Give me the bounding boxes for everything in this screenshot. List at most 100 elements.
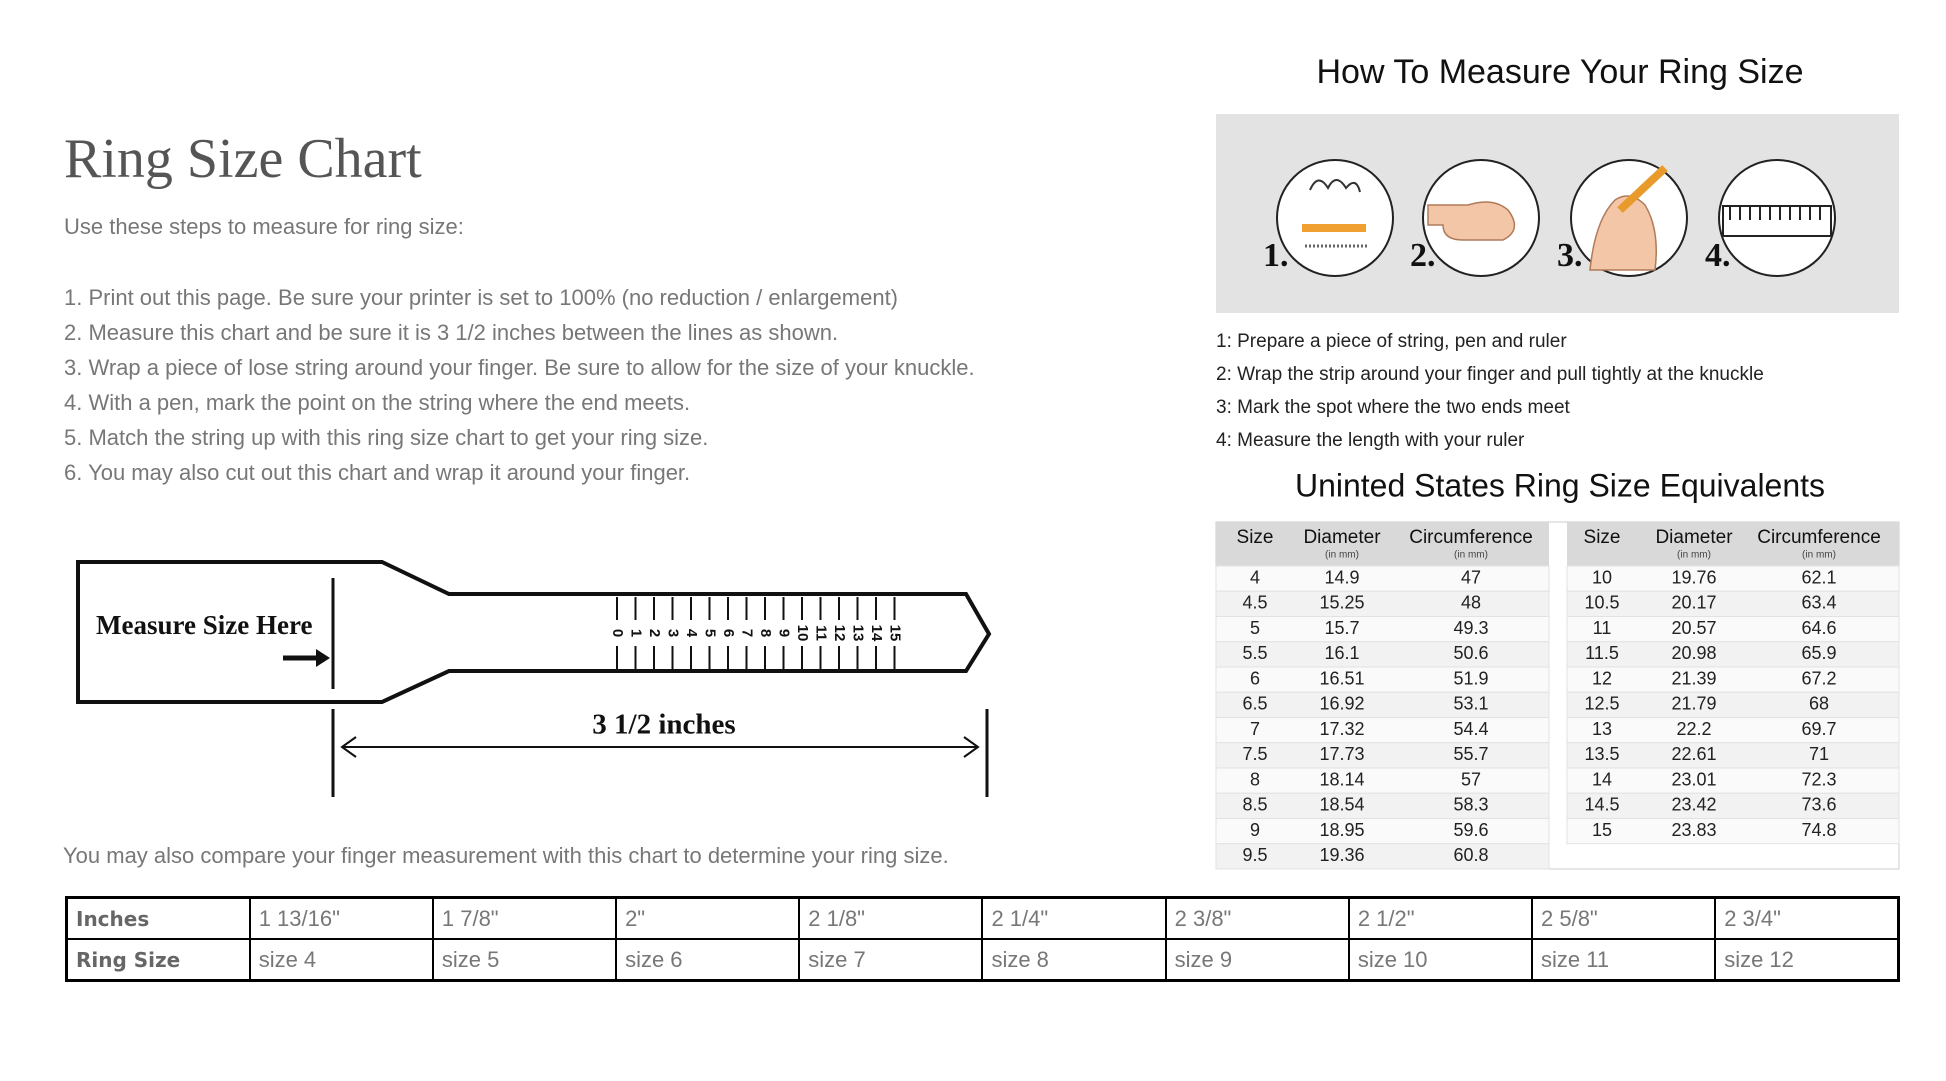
cell: 17.32 [1319,719,1364,739]
step-number: 4. [1705,237,1731,274]
row-header: Ring Size [65,938,251,982]
step: 3. Wrap a piece of lose string around yo… [64,355,975,380]
cell: 14 [1592,769,1612,789]
row-bg [1215,691,1550,718]
cell: size 11 [1530,938,1717,982]
row-bg [1215,666,1550,693]
cell: 49.3 [1453,618,1488,638]
cell: 14.5 [1584,795,1619,815]
cell: 2 3/8" [1164,896,1350,940]
cell: 72.3 [1801,769,1836,789]
equivalents-table: Size Diameter (in mm) Circumference (in mm) 4… [1215,521,1900,870]
scale-number: 4 [683,629,700,638]
header-unit: (in mm) [1454,550,1488,561]
cell: 16.1 [1324,643,1359,663]
illustration: 1. 2. 3. 4. [1216,114,1899,313]
scale-number: 8 [757,629,774,637]
row-bg [1566,666,1900,693]
scale-number: 1 [628,629,645,637]
cell: 15 [1592,820,1612,840]
row-bg [1215,818,1550,845]
header-unit: (in mm) [1802,550,1836,561]
header-unit: (in mm) [1677,550,1711,561]
cell: 5 [1250,618,1260,638]
cell: size 6 [615,938,801,982]
header: Diameter [1655,527,1733,548]
ruler: Measure Size Here 0 1 2 3 4 5 6 7 8 9 10 11 12 13 14 15… [76,560,992,797]
cell: 58.3 [1453,795,1488,815]
cell: 64.6 [1801,618,1836,638]
cell: size 5 [431,938,618,982]
note: You may also compare your finger measure… [63,843,949,868]
cell: size 12 [1714,938,1900,982]
cell: 18.95 [1319,820,1364,840]
step-number: 1. [1263,237,1289,274]
row-bg [1566,742,1900,769]
cell: 22.2 [1676,719,1711,739]
cell: 2 5/8" [1530,896,1717,940]
step-numbers: 1. 2. 3. 4. [1263,237,1731,274]
row-bg [1215,565,1550,592]
cell: 9 [1250,820,1260,840]
row-bg [1215,742,1550,769]
cell: 48 [1461,593,1481,613]
cell: 74.8 [1801,820,1836,840]
cell: 67.2 [1801,668,1836,688]
cell: 9.5 [1242,845,1267,865]
step: 2. Measure this chart and be sure it is … [64,320,838,345]
cell: size 10 [1347,938,1534,982]
cell: 7 [1250,719,1260,739]
header: Circumference [1409,527,1533,548]
cell: 11 [1593,618,1612,638]
cell: 11.5 [1585,643,1619,663]
cell: size 7 [798,938,984,982]
cell: 2 1/2" [1347,896,1534,940]
cell: 68 [1809,694,1829,714]
table-row: Inches 1 13/16" 1 7/8" 2" 2 1/8" 2 1/4" 2 3/8"… [65,896,1900,940]
finger-icon [1427,201,1516,241]
row-bg [1566,691,1900,718]
ruler-ticks-icon [1729,206,1821,220]
cell: 59.6 [1453,820,1488,840]
row-bg [1566,717,1900,744]
step: 4: Measure the length with your ruler [1216,430,1525,451]
cell: 8.5 [1242,795,1267,815]
scale-number: 5 [702,629,719,637]
scale-number: 15 [887,625,904,642]
scale-number: 0 [609,629,626,637]
cell: 10 [1592,567,1612,587]
row-bg [1215,843,1550,870]
cell: 2 1/8" [798,896,984,940]
cell: 4 [1250,567,1260,587]
step-number: 2. [1410,237,1436,274]
step: 3: Mark the spot where the two ends meet [1216,397,1571,418]
header-unit: (in mm) [1325,550,1359,561]
scale-number: 11 [813,625,830,641]
cell: 2" [615,896,801,940]
cell: 5.5 [1242,643,1267,663]
scale-number: 6 [720,629,737,637]
cell: 15.25 [1319,593,1364,613]
row-bg [1215,792,1550,819]
cell: 2 1/4" [981,896,1167,940]
cell: 23.83 [1671,820,1716,840]
cell: 21.79 [1671,694,1716,714]
cell: 73.6 [1801,795,1836,815]
equivalents-title: Uninted States Ring Size Equivalents [1295,467,1825,503]
size-table: Inches 1 13/16" 1 7/8" 2" 2 1/8" 2 1/4" 2 3/8"… [65,896,1900,982]
row-bg [1566,792,1900,819]
cell: 18.14 [1319,769,1364,789]
row-bg [1566,616,1900,643]
cell: 53.1 [1453,694,1488,714]
ruler-label: Measure Size Here [96,610,312,640]
row-bg [1215,717,1550,744]
header-bg [1567,522,1899,566]
cell: 19.76 [1671,567,1716,587]
row-bg [1566,818,1900,845]
intro: Use these steps to measure for ring size… [64,214,464,239]
step: 1. Print out this page. Be sure your pri… [64,285,898,310]
header: Diameter [1303,527,1381,548]
